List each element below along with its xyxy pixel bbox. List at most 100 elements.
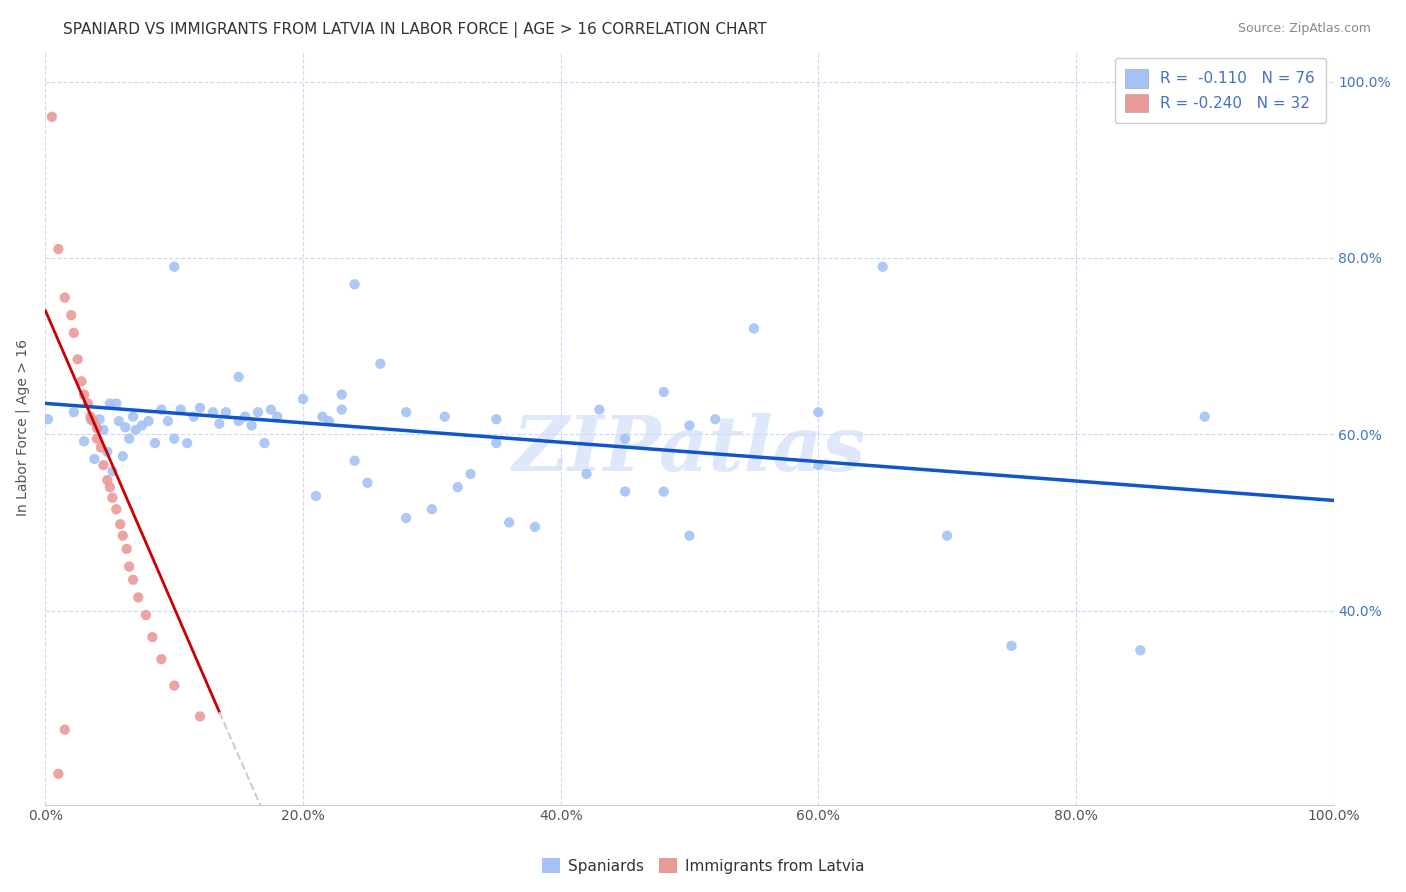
Point <box>228 370 250 384</box>
Point <box>678 529 700 543</box>
Point <box>83 452 105 467</box>
Point <box>101 491 124 505</box>
Point <box>228 414 250 428</box>
Point <box>48 766 70 780</box>
Point <box>79 412 101 426</box>
Point <box>305 489 328 503</box>
Point <box>105 396 128 410</box>
Point <box>93 423 115 437</box>
Point <box>253 436 276 450</box>
Point <box>266 409 288 424</box>
Point <box>652 484 675 499</box>
Point <box>485 436 508 450</box>
Point <box>1129 643 1152 657</box>
Point <box>260 402 283 417</box>
Legend: Spaniards, Immigrants from Latvia: Spaniards, Immigrants from Latvia <box>536 852 870 880</box>
Point <box>163 260 186 274</box>
Point <box>498 516 520 530</box>
Point <box>90 441 112 455</box>
Point <box>433 409 456 424</box>
Point <box>89 412 111 426</box>
Point <box>82 414 104 428</box>
Point <box>156 414 179 428</box>
Text: ZIPatlas: ZIPatlas <box>513 413 866 487</box>
Point <box>53 291 76 305</box>
Point <box>62 326 84 340</box>
Point <box>170 402 193 417</box>
Point <box>62 405 84 419</box>
Point <box>215 405 238 419</box>
Point <box>79 409 101 424</box>
Point <box>460 467 482 481</box>
Point <box>343 277 366 292</box>
Point <box>115 541 138 556</box>
Point <box>111 529 134 543</box>
Point <box>678 418 700 433</box>
Point <box>124 423 146 437</box>
Point <box>98 396 121 410</box>
Point <box>86 421 108 435</box>
Point <box>246 405 269 419</box>
Point <box>807 458 830 472</box>
Point <box>446 480 468 494</box>
Point <box>208 417 231 431</box>
Point <box>138 414 160 428</box>
Point <box>240 418 263 433</box>
Point <box>114 420 136 434</box>
Point <box>395 405 418 419</box>
Point <box>150 652 173 666</box>
Point <box>163 432 186 446</box>
Point <box>48 242 70 256</box>
Point <box>233 409 256 424</box>
Point <box>614 484 637 499</box>
Point <box>96 473 118 487</box>
Point <box>370 357 392 371</box>
Point <box>150 402 173 417</box>
Point <box>356 475 378 490</box>
Point <box>77 396 100 410</box>
Point <box>183 409 205 424</box>
Point <box>96 445 118 459</box>
Point <box>575 467 598 481</box>
Point <box>176 436 198 450</box>
Point <box>163 679 186 693</box>
Point <box>70 375 93 389</box>
Point <box>201 405 224 419</box>
Point <box>86 432 108 446</box>
Point <box>73 387 96 401</box>
Text: Source: ZipAtlas.com: Source: ZipAtlas.com <box>1237 22 1371 36</box>
Point <box>118 432 141 446</box>
Point <box>37 412 59 426</box>
Legend: R =  -0.110   N = 76, R = -0.240   N = 32: R = -0.110 N = 76, R = -0.240 N = 32 <box>1115 58 1326 123</box>
Point <box>343 453 366 467</box>
Point <box>143 436 166 450</box>
Point <box>614 432 637 446</box>
Text: SPANIARD VS IMMIGRANTS FROM LATVIA IN LABOR FORCE | AGE > 16 CORRELATION CHART: SPANIARD VS IMMIGRANTS FROM LATVIA IN LA… <box>63 22 768 38</box>
Point <box>485 412 508 426</box>
Point <box>111 450 134 464</box>
Point <box>66 352 89 367</box>
Point <box>60 308 83 322</box>
Point <box>1194 409 1216 424</box>
Point <box>188 709 211 723</box>
Point <box>1000 639 1022 653</box>
Point <box>93 458 115 472</box>
Point <box>122 409 145 424</box>
Point <box>742 321 765 335</box>
Point <box>53 723 76 737</box>
Point <box>108 414 131 428</box>
Point <box>41 110 63 124</box>
Point <box>141 630 163 644</box>
Point <box>105 502 128 516</box>
Point <box>652 384 675 399</box>
Point <box>936 529 959 543</box>
Point <box>704 412 727 426</box>
Point <box>588 402 610 417</box>
Point <box>101 464 124 478</box>
Point <box>311 409 333 424</box>
Point <box>122 573 145 587</box>
Point <box>395 511 418 525</box>
Point <box>872 260 894 274</box>
Point <box>131 418 153 433</box>
Point <box>98 480 121 494</box>
